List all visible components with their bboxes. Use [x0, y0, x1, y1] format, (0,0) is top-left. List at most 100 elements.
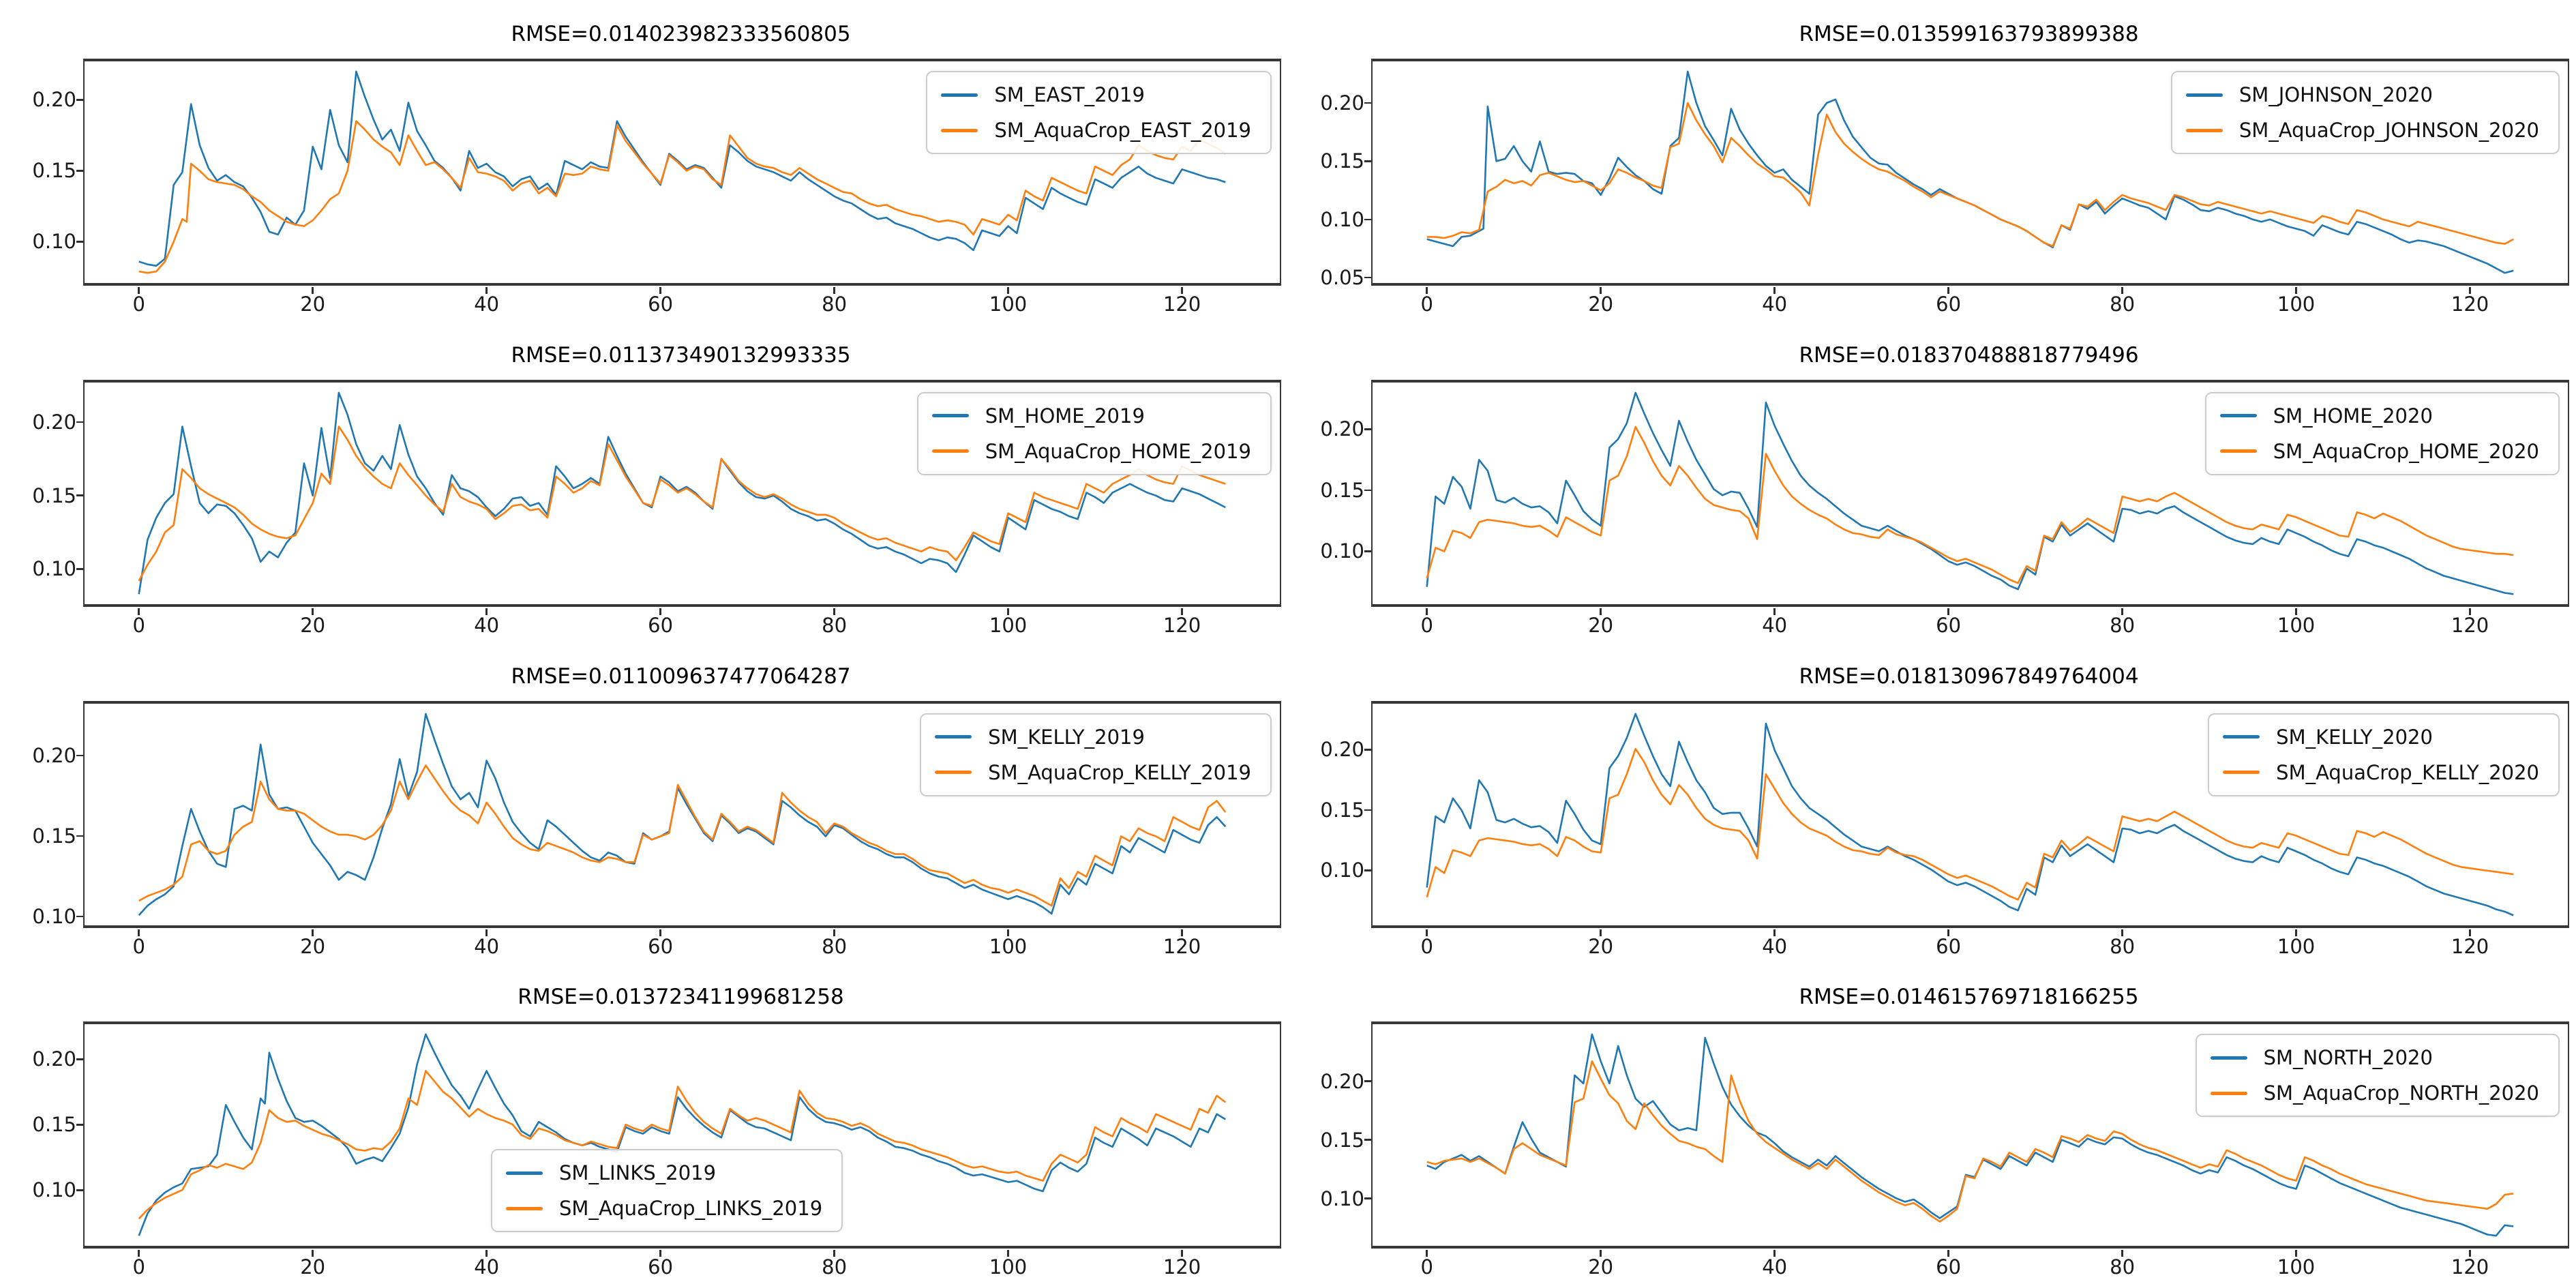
x-tick-mark — [1426, 929, 1428, 936]
x-tick-label: 40 — [1762, 1255, 1788, 1279]
legend-line-swatch — [2210, 1056, 2247, 1060]
legend-item: SM_NORTH_2020 — [2210, 1046, 2539, 1070]
legend-label: SM_AquaCrop_EAST_2019 — [994, 119, 1251, 142]
legend-label: SM_NORTH_2020 — [2263, 1046, 2433, 1070]
y-tick-label: 0.20 — [32, 743, 76, 767]
series-line-SM_AquaCrop_NORTH_2020 — [1426, 1060, 2514, 1223]
series-line-SM_KELLY_2019 — [138, 713, 1227, 916]
y-tick-label: 0.15 — [32, 824, 76, 848]
y-tick-label: 0.15 — [1320, 798, 1364, 822]
series-plot — [138, 70, 1227, 274]
x-tick-mark — [1773, 1250, 1776, 1257]
x-tick-label: 20 — [1588, 613, 1614, 637]
x-tick-label: 0 — [1420, 1255, 1433, 1279]
x-tick-label: 120 — [1163, 293, 1201, 316]
chart-panel: RMSE=0.011373490132993335 SM_HOME_2019 SM… — [0, 321, 1288, 642]
y-tick-label: 0.15 — [1320, 1128, 1364, 1152]
x-tick-label: 60 — [648, 934, 674, 958]
x-tick-mark — [1426, 287, 1428, 294]
legend-box: SM_KELLY_2019 SM_AquaCrop_KELLY_2019 — [920, 713, 1272, 796]
y-tick-label: 0.15 — [32, 1113, 76, 1137]
y-tick-label: 0.10 — [1320, 539, 1364, 563]
legend-label: SM_JOHNSON_2020 — [2238, 83, 2433, 106]
x-tick-mark — [312, 608, 314, 615]
y-tick-label: 0.10 — [1320, 859, 1364, 882]
chart-title: RMSE=0.011009637477064287 — [511, 663, 851, 689]
legend-label: SM_AquaCrop_JOHNSON_2020 — [2238, 119, 2539, 142]
x-tick-label: 60 — [1936, 613, 1962, 637]
x-tick-label: 40 — [1762, 613, 1788, 637]
x-tick-mark — [1426, 608, 1428, 615]
y-tick-mark — [1364, 1139, 1371, 1141]
legend-label: SM_EAST_2019 — [994, 83, 1145, 106]
x-tick-mark — [1007, 287, 1009, 294]
y-tick-mark — [1364, 102, 1371, 104]
x-tick-label: 0 — [1420, 613, 1433, 637]
x-tick-label: 120 — [1163, 1255, 1201, 1279]
series-line-SM_EAST_2019 — [138, 70, 1226, 267]
x-tick-label: 60 — [648, 1255, 674, 1279]
y-tick-label: 0.20 — [1320, 738, 1364, 762]
legend-item: SM_AquaCrop_JOHNSON_2020 — [2185, 119, 2539, 142]
x-tick-mark — [1600, 287, 1602, 294]
x-tick-mark — [2469, 1250, 2471, 1257]
x-tick-label: 120 — [1163, 613, 1201, 637]
y-tick-mark — [76, 915, 83, 918]
legend-item: SM_AquaCrop_HOME_2019 — [931, 440, 1251, 463]
x-tick-label: 100 — [989, 934, 1028, 958]
x-tick-mark — [2295, 287, 2297, 294]
series-line-SM_LINKS_2019 — [138, 1033, 1226, 1236]
y-tick-mark — [76, 421, 83, 423]
x-tick-label: 100 — [989, 293, 1028, 316]
y-tick-mark — [1364, 1197, 1371, 1199]
series-line-SM_AquaCrop_HOME_2020 — [1426, 425, 2514, 584]
x-tick-label: 100 — [2277, 613, 2316, 637]
legend-line-swatch — [2210, 1091, 2247, 1095]
x-tick-label: 100 — [989, 1255, 1028, 1279]
legend-line-swatch — [2219, 414, 2257, 418]
plot-area: SM_KELLY_2019 SM_AquaCrop_KELLY_2019 0.10… — [32, 700, 1281, 958]
x-tick-mark — [833, 287, 835, 294]
x-tick-mark — [659, 287, 661, 294]
legend-line-swatch — [931, 449, 969, 453]
y-tick-mark — [76, 1124, 83, 1126]
x-tick-label: 40 — [1762, 293, 1788, 316]
x-tick-mark — [1007, 1250, 1009, 1257]
legend-label: SM_AquaCrop_LINKS_2019 — [559, 1197, 823, 1221]
x-tick-mark — [659, 608, 661, 615]
x-tick-label: 120 — [2451, 293, 2489, 316]
y-tick-label: 0.15 — [32, 483, 76, 507]
x-tick-mark — [312, 287, 314, 294]
x-tick-label: 100 — [2277, 1255, 2316, 1279]
x-tick-mark — [138, 287, 140, 294]
x-tick-mark — [485, 1250, 488, 1257]
legend-line-swatch — [2223, 735, 2260, 738]
legend-line-swatch — [931, 414, 969, 418]
y-tick-label: 0.15 — [32, 159, 76, 183]
x-tick-mark — [1600, 608, 1602, 615]
chart-title: RMSE=0.018370488818779496 — [1799, 342, 2139, 368]
series-plot — [1426, 713, 2514, 916]
x-tick-label: 20 — [300, 293, 326, 316]
x-tick-label: 0 — [1420, 934, 1433, 958]
legend-box: SM_NORTH_2020 SM_AquaCrop_NORTH_2020 — [2195, 1034, 2560, 1118]
x-tick-label: 80 — [822, 934, 848, 958]
y-tick-mark — [76, 494, 83, 496]
legend-item: SM_KELLY_2019 — [935, 726, 1251, 749]
series-plot — [138, 391, 1226, 595]
y-tick-mark — [76, 568, 83, 570]
y-tick-label: 0.10 — [1320, 207, 1364, 231]
x-tick-label: 0 — [132, 293, 145, 316]
series-plot — [1426, 1033, 2514, 1237]
series-line-SM_AquaCrop_HOME_2019 — [138, 425, 1226, 582]
series-line-SM_HOME_2020 — [1426, 391, 2514, 595]
legend-line-swatch — [935, 735, 972, 738]
x-tick-label: 60 — [648, 293, 674, 316]
legend-line-swatch — [2185, 93, 2223, 97]
legend-box: SM_KELLY_2020 SM_AquaCrop_KELLY_2020 — [2208, 713, 2560, 796]
chart-panel: RMSE=0.014023982333560805 SM_EAST_2019 SM… — [0, 0, 1288, 321]
y-tick-label: 0.20 — [1320, 91, 1364, 115]
y-tick-mark — [1364, 869, 1371, 871]
x-tick-label: 40 — [474, 1255, 500, 1279]
legend-line-swatch — [2185, 128, 2223, 132]
